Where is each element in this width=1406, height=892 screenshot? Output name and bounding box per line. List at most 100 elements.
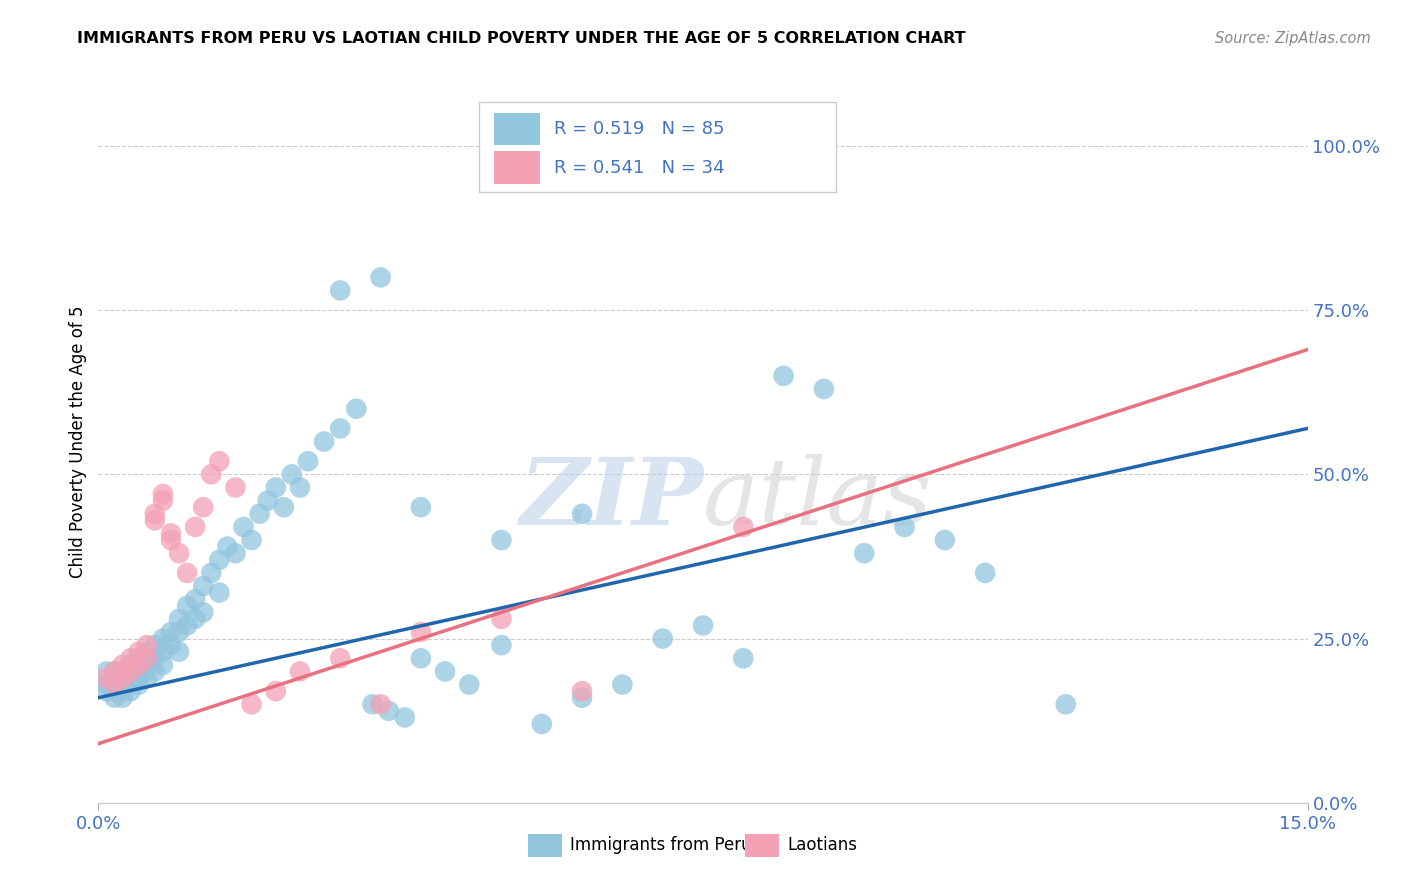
Immigrants from Peru xyxy=(314,434,336,449)
Immigrants from Peru xyxy=(297,454,319,468)
Immigrants from Peru xyxy=(103,665,125,679)
Immigrants from Peru xyxy=(167,645,190,659)
Text: IMMIGRANTS FROM PERU VS LAOTIAN CHILD POVERTY UNDER THE AGE OF 5 CORRELATION CHA: IMMIGRANTS FROM PERU VS LAOTIAN CHILD PO… xyxy=(77,31,966,46)
Immigrants from Peru xyxy=(208,553,231,567)
Laotians xyxy=(128,645,150,659)
Immigrants from Peru xyxy=(612,677,634,691)
Immigrants from Peru xyxy=(103,690,125,705)
Immigrants from Peru xyxy=(128,665,150,679)
Y-axis label: Child Poverty Under the Age of 5: Child Poverty Under the Age of 5 xyxy=(69,305,87,578)
Laotians xyxy=(96,671,118,685)
Laotians xyxy=(224,481,246,495)
FancyBboxPatch shape xyxy=(745,834,779,857)
Laotians xyxy=(240,698,263,712)
Immigrants from Peru xyxy=(1054,698,1077,712)
Immigrants from Peru xyxy=(96,677,118,691)
Immigrants from Peru xyxy=(184,592,207,607)
Immigrants from Peru xyxy=(974,566,997,580)
Laotians xyxy=(135,638,157,652)
Text: Source: ZipAtlas.com: Source: ZipAtlas.com xyxy=(1215,31,1371,46)
Laotians xyxy=(120,651,142,665)
Immigrants from Peru xyxy=(120,684,142,698)
Immigrants from Peru xyxy=(329,284,352,298)
Laotians xyxy=(135,651,157,665)
Immigrants from Peru xyxy=(111,690,134,705)
Immigrants from Peru xyxy=(530,717,553,731)
Laotians xyxy=(160,533,183,547)
Immigrants from Peru xyxy=(111,684,134,698)
Text: Laotians: Laotians xyxy=(787,837,858,855)
Immigrants from Peru xyxy=(167,612,190,626)
Laotians xyxy=(409,625,432,640)
Laotians xyxy=(120,665,142,679)
Immigrants from Peru xyxy=(135,657,157,672)
Laotians xyxy=(111,671,134,685)
Immigrants from Peru xyxy=(96,684,118,698)
Laotians xyxy=(329,651,352,665)
Immigrants from Peru xyxy=(934,533,956,547)
Laotians xyxy=(103,665,125,679)
Immigrants from Peru xyxy=(160,638,183,652)
Immigrants from Peru xyxy=(281,467,304,482)
Laotians xyxy=(143,507,166,521)
FancyBboxPatch shape xyxy=(479,102,837,193)
Immigrants from Peru xyxy=(103,684,125,698)
Text: R = 0.541   N = 34: R = 0.541 N = 34 xyxy=(554,159,725,177)
Immigrants from Peru xyxy=(394,710,416,724)
Laotians xyxy=(733,520,755,534)
Immigrants from Peru xyxy=(571,507,593,521)
Immigrants from Peru xyxy=(692,618,714,632)
Text: atlas: atlas xyxy=(703,454,932,544)
Immigrants from Peru xyxy=(167,625,190,640)
Laotians xyxy=(152,487,174,501)
Laotians xyxy=(128,657,150,672)
Immigrants from Peru xyxy=(409,500,432,515)
Immigrants from Peru xyxy=(208,585,231,599)
Immigrants from Peru xyxy=(733,651,755,665)
Laotians xyxy=(176,566,198,580)
Immigrants from Peru xyxy=(111,677,134,691)
Immigrants from Peru xyxy=(120,657,142,672)
Text: R = 0.519   N = 85: R = 0.519 N = 85 xyxy=(554,120,724,138)
Immigrants from Peru xyxy=(103,671,125,685)
Immigrants from Peru xyxy=(135,651,157,665)
Immigrants from Peru xyxy=(184,612,207,626)
Immigrants from Peru xyxy=(491,638,513,652)
Laotians xyxy=(571,684,593,698)
Laotians xyxy=(111,657,134,672)
Laotians xyxy=(370,698,392,712)
Laotians xyxy=(200,467,222,482)
Text: Immigrants from Peru: Immigrants from Peru xyxy=(569,837,752,855)
Immigrants from Peru xyxy=(96,665,118,679)
Immigrants from Peru xyxy=(232,520,254,534)
FancyBboxPatch shape xyxy=(527,834,561,857)
Laotians xyxy=(288,665,311,679)
Immigrants from Peru xyxy=(176,618,198,632)
Immigrants from Peru xyxy=(128,657,150,672)
Immigrants from Peru xyxy=(224,546,246,560)
Immigrants from Peru xyxy=(264,481,287,495)
Immigrants from Peru xyxy=(120,671,142,685)
Immigrants from Peru xyxy=(200,566,222,580)
Laotians xyxy=(143,513,166,527)
Immigrants from Peru xyxy=(249,507,271,521)
Immigrants from Peru xyxy=(329,421,352,435)
Immigrants from Peru xyxy=(434,665,457,679)
Immigrants from Peru xyxy=(377,704,399,718)
Immigrants from Peru xyxy=(143,665,166,679)
Immigrants from Peru xyxy=(853,546,876,560)
Immigrants from Peru xyxy=(772,368,794,383)
Immigrants from Peru xyxy=(128,677,150,691)
Laotians xyxy=(184,520,207,534)
Immigrants from Peru xyxy=(135,671,157,685)
Immigrants from Peru xyxy=(256,493,278,508)
Immigrants from Peru xyxy=(217,540,239,554)
Immigrants from Peru xyxy=(103,677,125,691)
Immigrants from Peru xyxy=(176,599,198,613)
Immigrants from Peru xyxy=(651,632,673,646)
Immigrants from Peru xyxy=(143,651,166,665)
Immigrants from Peru xyxy=(160,625,183,640)
Laotians xyxy=(530,139,553,153)
FancyBboxPatch shape xyxy=(494,112,540,145)
FancyBboxPatch shape xyxy=(494,151,540,184)
